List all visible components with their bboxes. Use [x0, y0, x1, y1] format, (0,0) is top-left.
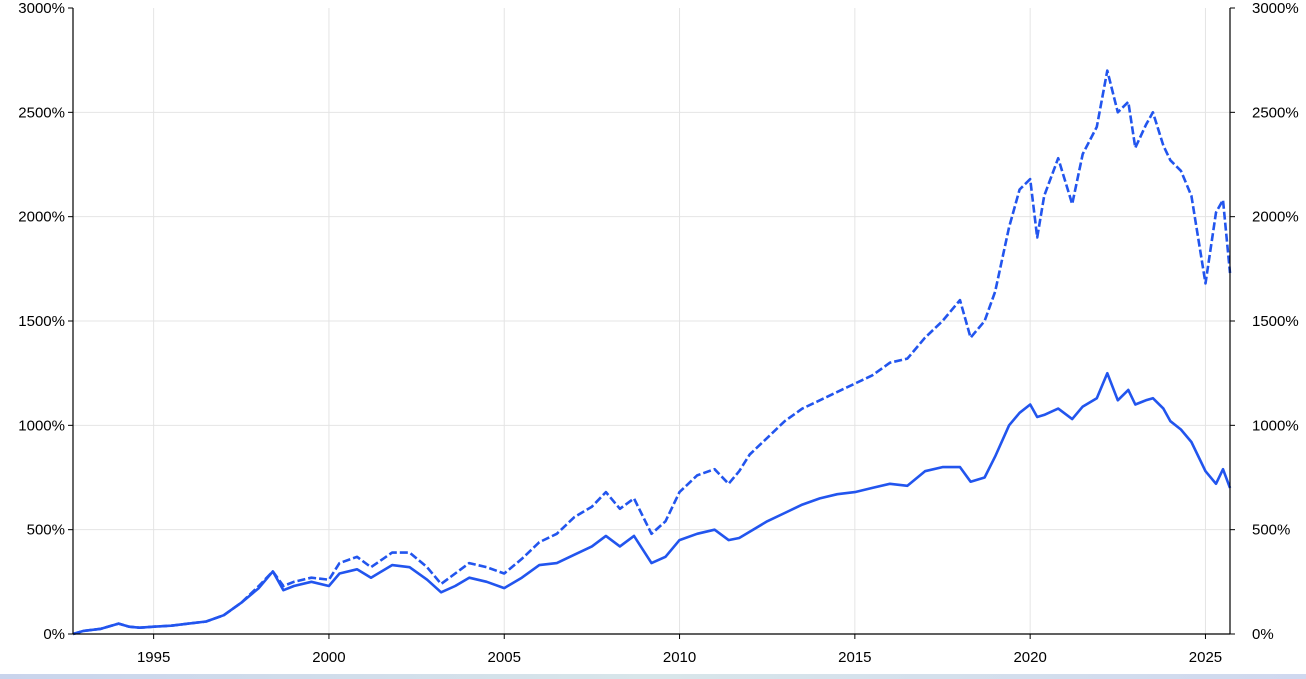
y-tick-label-left: 1500% — [18, 313, 65, 330]
y-tick-label-left: 1000% — [18, 417, 65, 434]
y-tick-label-right: 3000% — [1252, 0, 1299, 17]
y-tick-label-right: 1500% — [1252, 313, 1299, 330]
y-tick-label-left: 500% — [27, 522, 65, 539]
y-tick-label-left: 0% — [43, 626, 65, 643]
series-line-solid — [72, 371, 1232, 636]
x-tick-label: 2015 — [838, 649, 871, 666]
y-axis-left: 0% 500% 1000% 1500% 2000% 2500% 3000% — [18, 0, 73, 643]
y-tick-label-right: 500% — [1252, 522, 1290, 539]
y-tick-label-right: 2000% — [1252, 209, 1299, 226]
x-tick-label: 2010 — [663, 649, 696, 666]
y-tick-label-right: 0% — [1252, 626, 1274, 643]
y-tick-label-left: 2500% — [18, 104, 65, 121]
x-axis: 1995 2000 2005 2010 2015 2020 2025 — [137, 634, 1222, 666]
x-tick-label: 2000 — [312, 649, 345, 666]
bottom-strip — [0, 674, 1306, 679]
x-tick-label: 2025 — [1189, 649, 1222, 666]
series-lines — [72, 69, 1232, 636]
x-tick-label: 1995 — [137, 649, 170, 666]
grid — [73, 8, 1230, 634]
y-tick-label-right: 1000% — [1252, 417, 1299, 434]
y-tick-label-right: 2500% — [1252, 104, 1299, 121]
x-tick-label: 2005 — [488, 649, 521, 666]
y-tick-label-left: 2000% — [18, 209, 65, 226]
series-line-dashed — [72, 69, 1232, 636]
y-axis-right: 0% 500% 1000% 1500% 2000% 2500% 3000% — [1230, 0, 1299, 643]
x-tick-label: 2020 — [1013, 649, 1046, 666]
y-tick-label-left: 3000% — [18, 0, 65, 17]
